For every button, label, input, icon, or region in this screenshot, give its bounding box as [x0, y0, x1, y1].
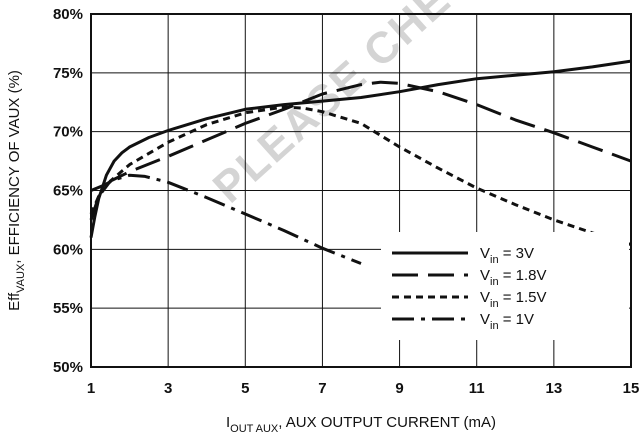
legend-label: Vin = 1.5V — [480, 289, 547, 310]
x-axis-title: IOUT AUX, AUX OUTPUT CURRENT (mA) — [226, 414, 496, 435]
y-axis-title-rest: , EFFICIENCY OF VAUX (%) — [6, 70, 23, 264]
legend-label-sub: in — [490, 276, 499, 288]
x-tick-labels: 1 3 5 7 9 11 13 15 — [87, 380, 639, 397]
x-tick-label: 5 — [241, 380, 249, 397]
legend-label-rest: = 1V — [499, 311, 534, 328]
series-line-1 — [89, 80, 632, 221]
plot-frame — [90, 13, 632, 368]
legend-label-main: V — [480, 267, 490, 284]
x-tick-label: 11 — [469, 380, 485, 397]
legend-label-rest: = 1.8V — [499, 267, 547, 284]
y-axis-title-main: Eff — [6, 292, 23, 311]
x-tick-label: 3 — [164, 380, 172, 397]
legend-label-sub: in — [490, 254, 499, 266]
y-tick-label: 50% — [53, 359, 83, 376]
legend-label-main: V — [480, 245, 490, 262]
y-tick-label: 55% — [53, 300, 83, 317]
x-axis-title-sub: OUT AUX — [230, 423, 279, 435]
legend-label-main: V — [480, 289, 490, 306]
legend-label-main: V — [480, 311, 490, 328]
legend-box — [381, 232, 629, 340]
x-tick-label: 13 — [546, 380, 563, 397]
legend-label-sub: in — [490, 298, 499, 310]
y-tick-label: 60% — [53, 241, 83, 258]
x-tick-label: 7 — [318, 380, 326, 397]
x-axis-title-main: I — [226, 414, 230, 431]
series-line-2 — [89, 105, 632, 247]
legend-label: Vin = 1.8V — [480, 267, 547, 288]
y-tick-label: 80% — [53, 6, 83, 23]
y-tick-label: 70% — [53, 124, 83, 141]
legend-label: Vin = 1V — [480, 311, 534, 332]
x-axis-title-rest: , AUX OUTPUT CURRENT (mA) — [278, 414, 496, 431]
x-tick-label: 15 — [623, 380, 639, 397]
y-axis-title: EffVAUX, EFFICIENCY OF VAUX (%) — [6, 70, 27, 311]
series-group — [89, 59, 632, 265]
y-tick-label: 75% — [53, 65, 83, 82]
x-tick-label: 9 — [395, 380, 403, 397]
legend-label: Vin = 3V — [480, 245, 534, 266]
series-line-0 — [89, 59, 632, 238]
x-tick-label: 1 — [87, 380, 95, 397]
series-line-3 — [90, 173, 362, 265]
legend-label-sub: in — [490, 320, 499, 332]
y-axis-title-sub: VAUX — [15, 263, 27, 293]
y-tick-labels: 50% 55% 60% 65% 70% 75% 80% — [53, 6, 83, 376]
legend-label-rest: = 1.5V — [499, 289, 547, 306]
legend-label-rest: = 3V — [499, 245, 534, 262]
y-tick-label: 65% — [53, 183, 83, 200]
